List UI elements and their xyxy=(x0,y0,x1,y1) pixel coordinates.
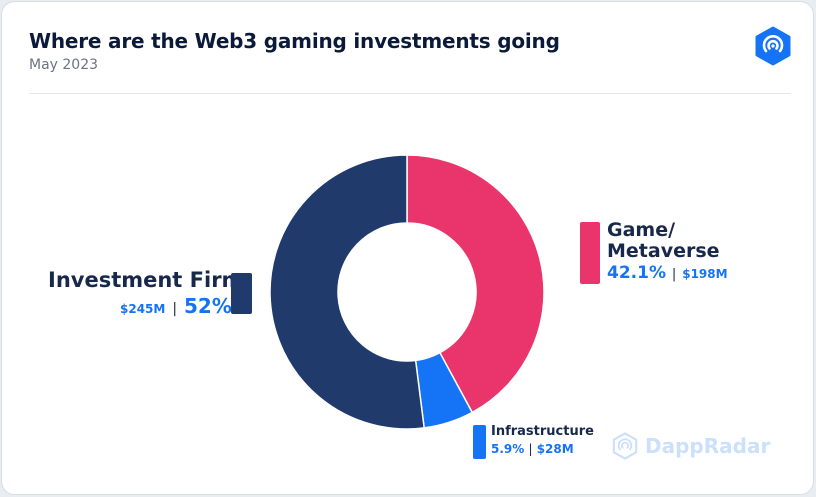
percent-game-metaverse: 42.1% xyxy=(607,263,666,283)
amount-game-metaverse: $198M xyxy=(682,267,728,281)
values-investment-firm: $245M | 52% xyxy=(120,294,232,318)
amount-infrastructure: $28M xyxy=(536,442,574,456)
percent-investment-firm: 52% xyxy=(184,294,232,318)
chart-title: Where are the Web3 gaming investments go… xyxy=(29,29,560,53)
slice-game-metaverse xyxy=(406,154,545,414)
dappradar-watermark-icon xyxy=(612,432,638,460)
watermark-text: DappRadar xyxy=(645,434,771,458)
swatch-infrastructure xyxy=(473,425,486,459)
header-divider xyxy=(29,93,791,94)
values-game-metaverse: 42.1% | $198M xyxy=(607,263,728,283)
dappradar-logo-icon xyxy=(755,26,791,66)
values-infrastructure: 5.9% | $28M xyxy=(491,442,574,456)
label-investment-firm: Investment Firm xyxy=(48,268,244,292)
label-game-metaverse-line1: Game/ xyxy=(607,219,676,241)
amount-investment-firm: $245M xyxy=(120,302,166,316)
slice-investment-firm xyxy=(269,154,426,430)
chart-subtitle: May 2023 xyxy=(29,57,99,73)
swatch-game-metaverse xyxy=(580,222,600,284)
swatch-investment-firm xyxy=(231,273,252,314)
label-game-metaverse-line2: Metaverse xyxy=(607,240,720,262)
label-infrastructure: Infrastructure xyxy=(491,424,594,439)
dappradar-watermark: DappRadar xyxy=(611,432,770,460)
percent-infrastructure: 5.9% xyxy=(491,442,525,456)
